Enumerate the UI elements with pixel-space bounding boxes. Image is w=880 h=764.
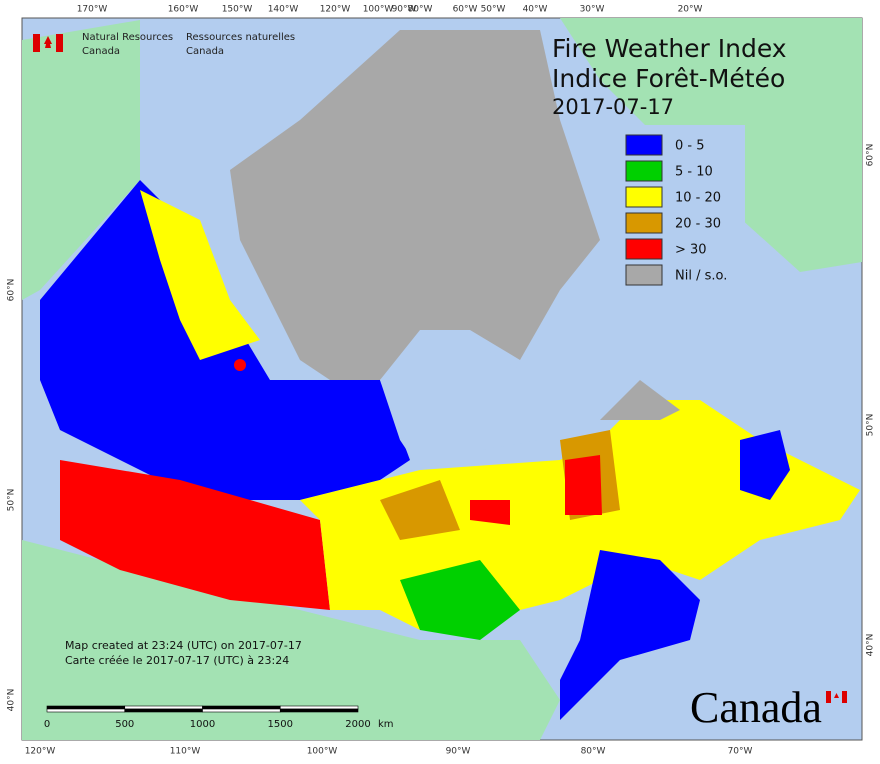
legend-swatch [625, 134, 663, 156]
left-latitude: 60°N [7, 279, 17, 302]
legend-label: 10 - 20 [675, 191, 721, 206]
scale-segment [124, 705, 203, 710]
legend-label: 0 - 5 [675, 139, 705, 154]
agency-en: Natural Resources [82, 32, 173, 43]
alaska [22, 20, 140, 300]
legend-label: 5 - 10 [675, 165, 713, 180]
top-longitude: 100°W [363, 5, 394, 15]
flag-icon [33, 34, 63, 52]
scale-label: 0 [44, 719, 50, 730]
title: Indice Forêt-Météo [552, 64, 785, 93]
top-longitude: 20°W [678, 5, 703, 15]
legend-swatch [625, 186, 663, 208]
scale-segment [202, 708, 281, 713]
top-longitude: 60°W [453, 5, 478, 15]
note: Carte créée le 2017-07-17 (UTC) à 23:24 [65, 654, 289, 667]
scale-label: 2000 [345, 719, 370, 730]
scale-segment [279, 708, 359, 713]
scale-label: 500 [115, 719, 134, 730]
zone-red-1 [470, 500, 510, 525]
left-latitude: 50°N [7, 489, 17, 512]
scale-segment [202, 705, 281, 710]
bottom-longitude: 100°W [307, 747, 338, 757]
zone-labrador [740, 430, 790, 500]
top-longitude: 170°W [77, 5, 108, 15]
zone-east [560, 550, 700, 720]
zone-nil-quebec [600, 380, 680, 420]
scale-label: 1000 [190, 719, 215, 730]
wordmark-flag [826, 691, 847, 703]
bottom-longitude: 90°W [446, 747, 471, 757]
zone-red-2 [565, 455, 602, 515]
top-longitude: 140°W [268, 5, 299, 15]
note: Map created at 23:24 (UTC) on 2017-07-17 [65, 639, 302, 652]
legend-label: > 30 [675, 243, 707, 258]
usa [22, 540, 560, 740]
scale-unit: km [378, 719, 394, 730]
scale-segment [46, 705, 126, 710]
top-longitude: 150°W [222, 5, 253, 15]
right-latitude: 40°N [866, 634, 876, 657]
scale-label: 1500 [268, 719, 293, 730]
legend-swatch [625, 212, 663, 234]
agency-fr: Canada [186, 46, 224, 57]
top-longitude: 90°W [392, 5, 417, 15]
bottom-longitude: 120°W [25, 747, 56, 757]
wordmark: Canada [690, 683, 822, 732]
agency-en: Canada [82, 46, 120, 57]
arctic-nil [230, 30, 600, 400]
right-latitude: 60°N [866, 144, 876, 167]
title: Fire Weather Index [552, 34, 787, 63]
top-longitude: 40°W [523, 5, 548, 15]
right-latitude: 50°N [866, 414, 876, 437]
top-longitude: 30°W [580, 5, 605, 15]
scale-segment [124, 708, 203, 713]
top-longitude: 120°W [320, 5, 351, 15]
zone-southwest [60, 460, 330, 610]
legend-label: 20 - 30 [675, 217, 721, 232]
legend-swatch [625, 264, 663, 286]
zone-spot [234, 359, 246, 371]
bottom-longitude: 80°W [581, 747, 606, 757]
hudson-bay [380, 340, 560, 470]
top-longitude: 50°W [481, 5, 506, 15]
date: 2017-07-17 [552, 95, 674, 119]
scale-segment [279, 705, 359, 710]
bottom-longitude: 70°W [728, 747, 753, 757]
zone-yukon [140, 190, 260, 360]
agency-fr: Ressources naturelles [186, 32, 295, 43]
top-longitude: 160°W [168, 5, 199, 15]
legend-swatch [625, 160, 663, 182]
legend-swatch [625, 238, 663, 260]
zone-orange-1 [380, 480, 460, 540]
left-latitude: 40°N [7, 689, 17, 712]
bottom-longitude: 110°W [170, 747, 201, 757]
top-longitude: 80°W [408, 5, 433, 15]
zone-green [400, 560, 520, 640]
scale-segment [46, 708, 126, 713]
legend-label: Nil / s.o. [675, 269, 727, 284]
